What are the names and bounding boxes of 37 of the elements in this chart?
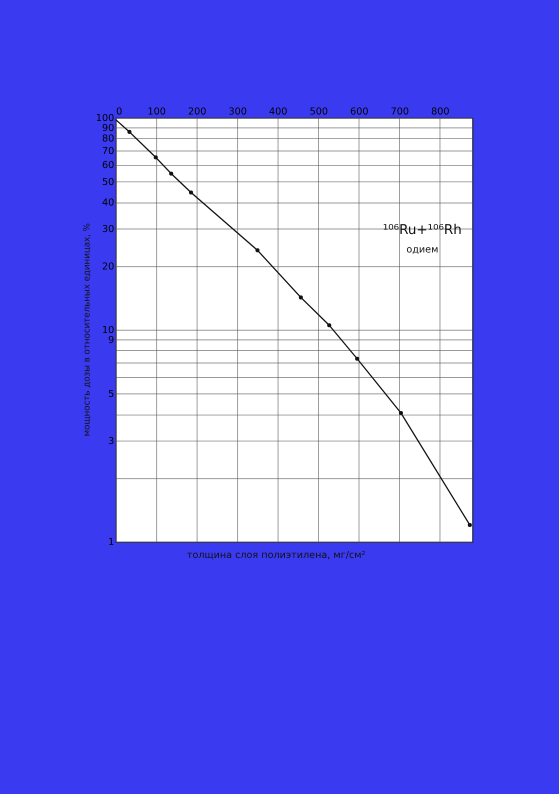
point [169,172,174,176]
y-tick-label: 3 [108,436,114,447]
x-tick-label: 400 [269,106,288,118]
x-tick-label: 0 [116,106,122,118]
point [468,522,472,528]
x-tick-label: 300 [228,106,247,118]
point [154,155,158,160]
y-tick-label: 100 [96,113,114,124]
y-tick-label: 40 [102,197,114,208]
point [355,356,360,361]
x-axis-title: толщина слоя полиэтилена, мг/см² [186,550,366,562]
point [255,248,260,252]
annotation: одием [406,244,438,256]
point [188,190,194,195]
x-tick-label: 600 [350,106,368,118]
point [398,410,403,416]
y-tick-label: 90 [102,122,114,134]
x-tick-label: 500 [310,106,328,118]
y-tick-label: 20 [102,261,114,272]
y-tick-label: 60 [102,160,114,172]
y-tick-label: 1 [108,537,114,548]
y-tick-label: 10 [102,325,114,336]
y-tick-label: 5 [108,388,114,400]
y-tick-label: 9 [108,334,114,346]
point [298,295,303,300]
point [327,323,332,328]
y-tick-label: 70 [102,146,114,157]
y-tick-label: 30 [102,224,114,235]
y-tick-label: 80 [102,134,114,145]
y-axis-title: мощность дозы в относительных единицах, % [82,223,93,436]
x-tick-label: 800 [431,106,450,118]
x-tick-label: 100 [147,106,166,118]
x-tick-label: 200 [188,106,206,118]
annotation: ¹⁰⁶Ru+¹⁰⁶Rh [382,222,462,238]
x-tick-label: 700 [390,106,409,118]
point [127,130,132,134]
y-tick-label: 50 [102,176,114,188]
